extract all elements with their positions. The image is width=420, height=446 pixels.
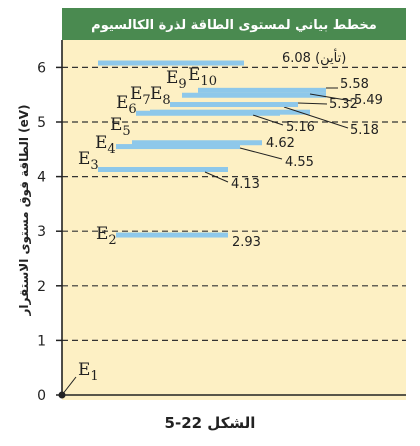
- plot-background: [62, 8, 406, 400]
- level-value-label: 5.58: [340, 77, 369, 92]
- level-value-label: 2.93: [232, 235, 261, 250]
- energy-level-bar: [150, 109, 310, 115]
- energy-level-bar: [116, 144, 240, 150]
- figure-caption: الشكل 22-5: [164, 414, 256, 432]
- leader-line: [239, 147, 283, 160]
- y-tick-label: 4: [37, 170, 46, 186]
- level-subscript: 2: [108, 233, 116, 248]
- level-value-label: 5.16: [286, 120, 315, 135]
- leader-line: [252, 114, 284, 126]
- level-subscript: 8: [162, 93, 170, 108]
- energy-level-bar: [170, 102, 298, 108]
- level-value-label: 5.49: [354, 93, 383, 108]
- energy-level-bar: [98, 60, 244, 66]
- y-tick-label: 5: [37, 115, 46, 131]
- y-tick-label: 3: [37, 224, 46, 240]
- level-subscript: 10: [200, 74, 217, 89]
- level-value-label: 4.62: [266, 136, 295, 151]
- level-value-label: 6.08 (تأين): [282, 48, 346, 66]
- leader-line: [61, 376, 77, 396]
- y-tick-label: 2: [37, 279, 46, 295]
- level-value-label: 4.55: [285, 155, 314, 170]
- grid-lines: [62, 66, 406, 341]
- level-value-label: 5.18: [350, 123, 379, 138]
- leader-line: [204, 171, 229, 183]
- energy-level-bar: [116, 232, 228, 238]
- level-subscript: 5: [122, 124, 130, 139]
- level-subscript: 1: [90, 369, 98, 384]
- energy-level-bar: [182, 92, 326, 98]
- level-subscript: 9: [178, 77, 186, 92]
- level-subscript: 3: [90, 158, 98, 173]
- leader-line: [309, 93, 353, 102]
- level-subscript: 6: [128, 102, 136, 117]
- level-subscript: 4: [107, 142, 115, 157]
- origin-dot: [58, 391, 66, 399]
- energy-level-bar: [98, 167, 228, 173]
- y-tick-label: 1: [37, 333, 46, 349]
- energy-level-bar: [132, 140, 262, 146]
- leader-line: [283, 106, 349, 129]
- y-axis-title: الطاقة فوق مستوى الاستقرار (eV): [17, 104, 32, 316]
- leader-line: [297, 102, 328, 105]
- y-tick-label: 6: [37, 60, 46, 76]
- y-tick-label: 0: [37, 388, 46, 404]
- chart-header: [62, 8, 406, 40]
- chart-title: مخطط بياني لمستوى الطاقة لذرة الكالسيوم: [91, 18, 377, 33]
- energy-level-bar: [198, 87, 326, 93]
- level-value-label: 4.13: [231, 177, 260, 192]
- level-subscript: 7: [142, 93, 150, 108]
